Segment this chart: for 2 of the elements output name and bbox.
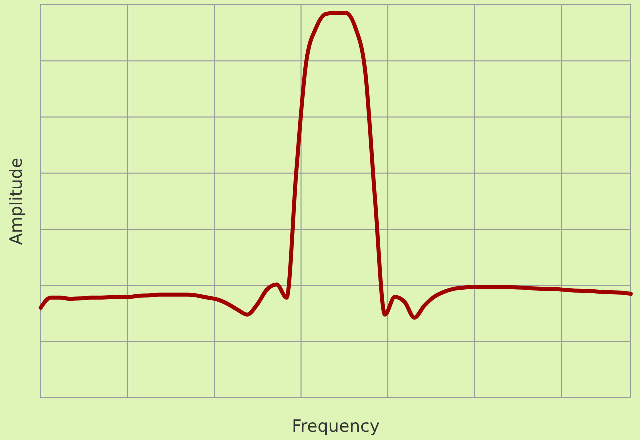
- x-axis-title: Frequency: [292, 417, 380, 437]
- y-axis-title: Amplitude: [7, 158, 27, 246]
